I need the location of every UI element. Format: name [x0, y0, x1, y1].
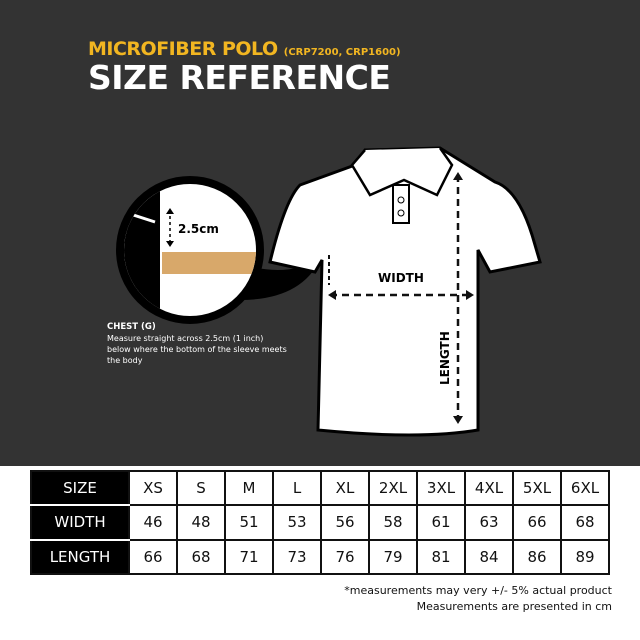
chest-title: CHEST (G): [107, 322, 156, 332]
table-cell: 5XL: [512, 469, 562, 507]
table-cell: 56: [320, 504, 370, 541]
chest-instructions: CHEST (G) Measure straight across 2.5cm …: [107, 322, 287, 366]
units-note: Measurements are presented in cm: [416, 600, 612, 613]
table-cell: 71: [224, 538, 274, 576]
table-cell: 73: [272, 538, 322, 576]
length-label: LENGTH: [438, 331, 452, 385]
row-header: LENGTH: [30, 538, 130, 576]
table-cell: 46: [128, 504, 178, 541]
polo-shirt-icon: WIDTH LENGTH: [268, 146, 542, 437]
table-cell: 81: [416, 538, 466, 576]
table-cell: 63: [464, 504, 514, 541]
table-cell: 53: [272, 504, 322, 541]
size-table: SIZE XS S M L XL 2XL 3XL 4XL 5XL 6XL WIDTH 46 48 51…: [30, 469, 610, 576]
table-cell: S: [176, 469, 226, 507]
table-row-width: WIDTH 46 48 51 53 56 58 61 63 66 68: [30, 504, 610, 541]
detail-measure: 2.5cm: [178, 222, 219, 236]
table-cell: 61: [416, 504, 466, 541]
product-codes: (CRP7200, CRP1600): [283, 47, 401, 58]
table-cell: 68: [560, 504, 610, 541]
tolerance-note: *measurements may very +/- 5% actual pro…: [344, 584, 612, 597]
row-header: WIDTH: [30, 504, 130, 541]
table-cell: M: [224, 469, 274, 507]
table-cell: 51: [224, 504, 274, 541]
table-cell: 66: [512, 504, 562, 541]
product-name: MICROFIBER POLO (CRP7200, CRP1600): [88, 38, 401, 60]
table-cell: XS: [128, 469, 178, 507]
table-cell: 48: [176, 504, 226, 541]
chest-text: Measure straight across 2.5cm (1 inch) b…: [107, 334, 287, 365]
page-title: SIZE REFERENCE: [88, 58, 391, 97]
table-cell: 66: [128, 538, 178, 576]
table-row-size: SIZE XS S M L XL 2XL 3XL 4XL 5XL 6XL: [30, 469, 610, 507]
table-cell: 86: [512, 538, 562, 576]
table-row-length: LENGTH 66 68 71 73 76 79 81 84 86 89: [30, 538, 610, 576]
table-cell: 68: [176, 538, 226, 576]
table-cell: 76: [320, 538, 370, 576]
footnotes: *measurements may very +/- 5% actual pro…: [344, 583, 612, 615]
width-label: WIDTH: [378, 271, 424, 285]
table-cell: L: [272, 469, 322, 507]
row-header: SIZE: [30, 469, 130, 507]
detail-magnifier: 2.5cm: [116, 176, 264, 324]
ruler-icon: [162, 252, 256, 274]
table-cell: 3XL: [416, 469, 466, 507]
polo-diagram: 2.5cm WIDTH LENGTH: [116, 146, 542, 437]
table-cell: 4XL: [464, 469, 514, 507]
table-cell: 89: [560, 538, 610, 576]
table-cell: XL: [320, 469, 370, 507]
table-cell: 6XL: [560, 469, 610, 507]
table-cell: 58: [368, 504, 418, 541]
table-cell: 2XL: [368, 469, 418, 507]
table-cell: 84: [464, 538, 514, 576]
table-cell: 79: [368, 538, 418, 576]
